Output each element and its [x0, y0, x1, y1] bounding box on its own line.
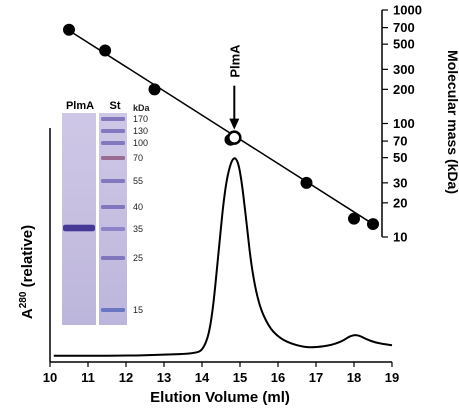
- x-tick-label: 19: [385, 370, 399, 385]
- gel-marker-label: 55: [133, 176, 143, 186]
- calibration-point: [300, 176, 313, 189]
- gel-inset: PlmA St kDa 170 130 100 70 55 40 35 25 15: [62, 100, 151, 325]
- x-tick-label: 17: [309, 370, 323, 385]
- x-tick-label: 18: [347, 370, 361, 385]
- gel-band-plma: [63, 225, 95, 231]
- gel-marker-label: 70: [133, 153, 143, 163]
- x-tick-label: 15: [233, 370, 247, 385]
- gel-marker-label: 40: [133, 202, 143, 212]
- gel-marker-label: 100: [133, 138, 148, 148]
- x-tick-label: 12: [119, 370, 133, 385]
- calibration-fit-line: [68, 29, 374, 225]
- sample-label: PlmA: [227, 44, 242, 78]
- gel-marker-band: [101, 308, 125, 312]
- gel-marker-band: [101, 205, 125, 209]
- right-tick-label: 500: [393, 37, 415, 52]
- x-axis-title: Elution Volume (ml): [150, 389, 290, 406]
- left-axis-title: A280 (relative): [18, 225, 36, 319]
- gel-marker-band: [101, 141, 125, 145]
- left-axis-title-rest: (relative): [19, 225, 36, 292]
- calibration-point: [99, 44, 112, 57]
- gel-marker-label: 35: [133, 224, 143, 234]
- sample-marker-group: PlmA: [227, 44, 242, 145]
- gel-lane-st: [99, 113, 127, 325]
- gel-lane-label-st: St: [110, 100, 121, 112]
- gel-marker-band: [101, 156, 125, 160]
- calibration-point: [148, 83, 161, 96]
- right-tick-label: 50: [393, 150, 407, 165]
- x-tick-label: 13: [157, 370, 171, 385]
- right-tick-label: 70: [393, 134, 407, 149]
- elution-trace: [53, 157, 393, 357]
- gel-marker-band: [101, 117, 125, 121]
- right-tick-label: 200: [393, 82, 415, 97]
- x-tick-label: 10: [43, 370, 57, 385]
- right-tick-label: 1000: [393, 3, 422, 18]
- right-tick-label: 20: [393, 195, 407, 210]
- calibration-point: [63, 23, 75, 36]
- gel-marker-label: 170: [133, 114, 148, 124]
- gel-marker-band: [101, 179, 125, 183]
- gel-marker-band: [101, 129, 125, 133]
- gel-lane-label-plma: PlmA: [66, 100, 94, 112]
- gel-marker-band: [101, 256, 125, 260]
- gel-unit-label: kDa: [133, 103, 151, 113]
- gel-marker-labels: 170 130 100 70 55 40 35 25 15: [133, 114, 148, 315]
- sample-point: [227, 130, 242, 145]
- calibration-point: [348, 212, 360, 225]
- right-tick-label: 30: [393, 175, 407, 190]
- calibration-point: [367, 218, 379, 231]
- right-axis-title: Molecular mass (kDa): [445, 50, 459, 194]
- x-tick-label: 14: [195, 370, 210, 385]
- sample-arrow-head: [229, 118, 240, 130]
- right-tick-label: 700: [393, 20, 415, 35]
- x-ticks: 10 11 12 13 14 15 16 17 18 19: [43, 362, 399, 385]
- gel-marker-band: [101, 227, 125, 231]
- right-tick-label: 10: [393, 230, 407, 245]
- x-tick-label: 11: [81, 370, 95, 385]
- gel-marker-label: 15: [133, 305, 143, 315]
- gel-marker-bands: [101, 117, 125, 312]
- gel-band-plma-halo: [63, 224, 95, 232]
- right-tick-label: 100: [393, 116, 415, 131]
- left-axis-title-main: A: [19, 308, 36, 319]
- gel-lane-plma: [62, 113, 96, 325]
- right-tick-label: 300: [393, 62, 415, 77]
- x-tick-label: 16: [271, 370, 285, 385]
- gel-marker-label: 130: [133, 126, 148, 136]
- gel-marker-label: 25: [133, 253, 143, 263]
- left-axis-title-sup: 280: [18, 291, 29, 308]
